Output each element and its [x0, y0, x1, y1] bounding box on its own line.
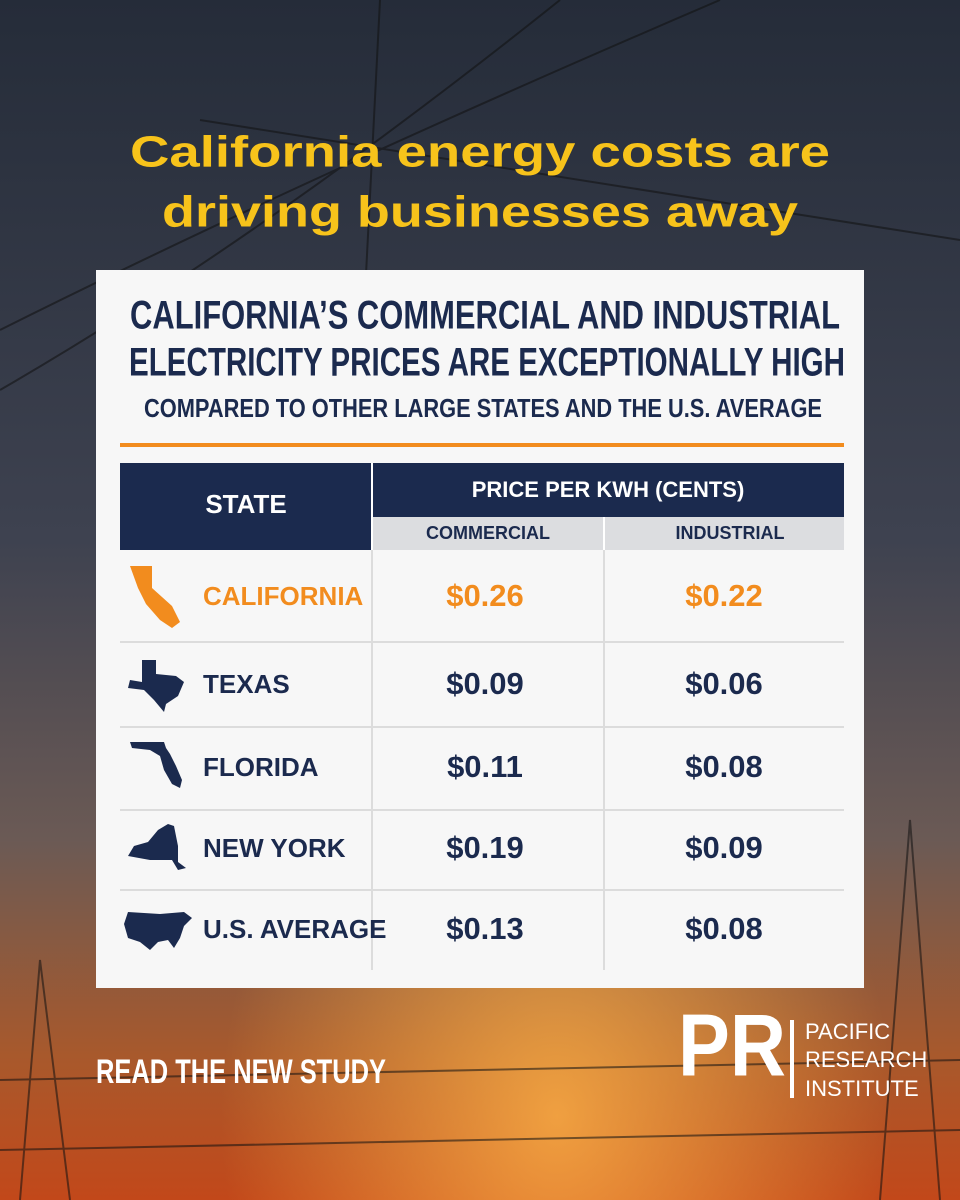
- commercial-price: $0.13: [446, 911, 524, 946]
- industrial-price: $0.06: [685, 666, 763, 701]
- state-name: CALIFORNIA: [203, 581, 364, 611]
- table-rows: CALIFORNIA $0.26 $0.22 TEXAS $0.09 $0.06 FLORI…: [203, 578, 763, 946]
- industrial-price: $0.09: [685, 830, 763, 865]
- table: STATE PRICE PER KWH (CENTS) COMMERCIAL I…: [120, 463, 844, 970]
- commercial-price: $0.19: [446, 830, 524, 865]
- table-rules: [120, 550, 844, 970]
- industrial-price: $0.22: [685, 578, 763, 613]
- card-title-line: CALIFORNIA’S COMMERCIAL AND INDUSTRIAL: [130, 294, 840, 338]
- industrial-price: $0.08: [685, 749, 763, 784]
- header-state: STATE: [205, 489, 286, 519]
- state-icons: [124, 566, 192, 950]
- subheader-bg: [373, 517, 844, 550]
- logo-mark: PR: [678, 995, 786, 1094]
- headline: California energy costs are driving busi…: [130, 128, 830, 237]
- commercial-price: $0.26: [446, 578, 524, 613]
- florida-icon: [130, 742, 182, 788]
- state-name: FLORIDA: [203, 752, 319, 782]
- headline-line: California energy costs are: [130, 128, 830, 177]
- state-name: TEXAS: [203, 669, 290, 699]
- state-name: U.S. AVERAGE: [203, 914, 386, 944]
- texas-icon: [128, 660, 184, 712]
- card-subtitle: COMPARED TO OTHER LARGE STATES AND THE U…: [144, 393, 822, 423]
- headline-line: driving businesses away: [162, 188, 799, 237]
- card-header: CALIFORNIA’S COMMERCIAL AND INDUSTRIAL E…: [129, 294, 845, 423]
- california-icon: [130, 566, 180, 628]
- header-commercial: COMMERCIAL: [426, 523, 550, 543]
- card-title-line: ELECTRICITY PRICES ARE EXCEPTIONALLY HIG…: [129, 341, 845, 385]
- state-name: NEW YORK: [203, 833, 346, 863]
- commercial-price: $0.09: [446, 666, 524, 701]
- new-york-icon: [128, 824, 186, 870]
- logo-name: PACIFIC: [805, 1019, 890, 1044]
- logo-name: RESEARCH: [805, 1047, 927, 1072]
- divider: [120, 443, 844, 447]
- logo: PR PACIFIC RESEARCH INSTITUTE: [678, 995, 927, 1101]
- logo-name: INSTITUTE: [805, 1076, 919, 1101]
- card: [96, 270, 864, 988]
- logo-bar: [790, 1020, 794, 1098]
- us-icon: [124, 912, 192, 950]
- header-industrial: INDUSTRIAL: [676, 523, 785, 543]
- commercial-price: $0.11: [447, 749, 523, 784]
- cta[interactable]: READ THE NEW STUDY: [96, 1053, 386, 1091]
- industrial-price: $0.08: [685, 911, 763, 946]
- header-price: PRICE PER KWH (CENTS): [472, 477, 745, 502]
